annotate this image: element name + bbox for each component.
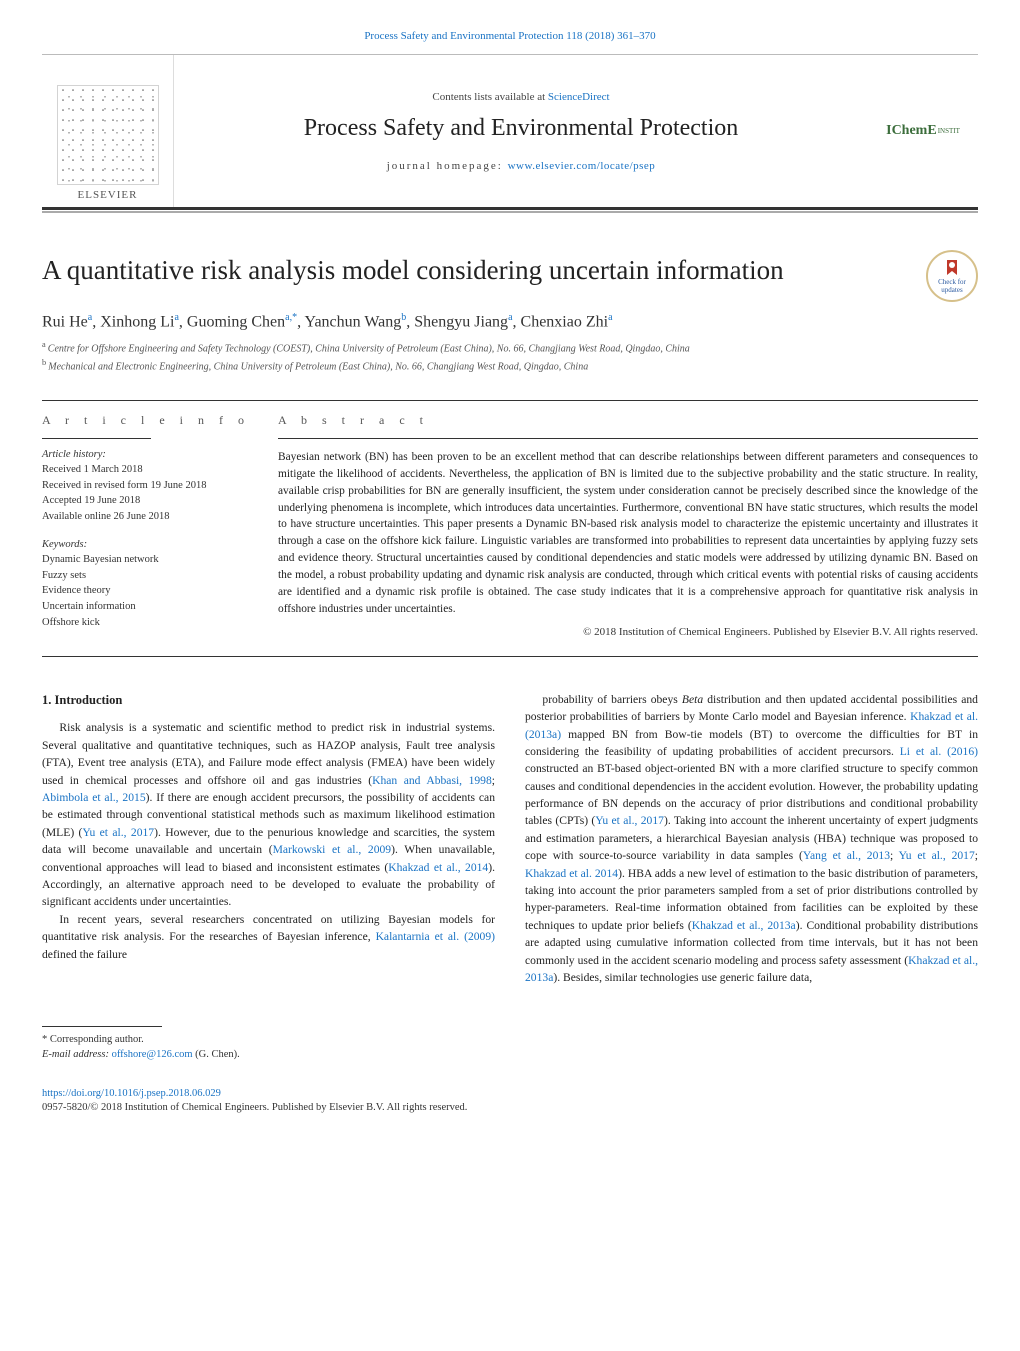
corr-email[interactable]: offshore@126.com [112, 1049, 193, 1060]
journal-title: Process Safety and Environmental Protect… [304, 115, 739, 142]
keyword: Dynamic Bayesian network [42, 552, 260, 568]
abstract-text: Bayesian network (BN) has been proven to… [278, 449, 978, 618]
copyright-line: © 2018 Institution of Chemical Engineers… [278, 626, 978, 638]
doi-link[interactable]: https://doi.org/10.1016/j.psep.2018.06.0… [42, 1087, 978, 1102]
abstract-column: a b s t r a c t Bayesian network (BN) ha… [278, 401, 978, 656]
email-tail: (G. Chen). [193, 1049, 240, 1060]
citation-link[interactable]: Khakzad et al., 2013a [525, 954, 978, 984]
history-lines: Received 1 March 2018Received in revised… [42, 462, 260, 525]
author: Chenxiao Zhi [521, 313, 609, 330]
history-line: Accepted 19 June 2018 [42, 493, 260, 509]
author-list: Rui Hea, Xinhong Lia, Guoming Chena,*, Y… [42, 312, 978, 331]
citation-link[interactable]: Kalantarnia et al. (2009) [376, 930, 495, 943]
homepage-url[interactable]: www.elsevier.com/locate/psep [508, 160, 656, 172]
citation-link[interactable]: Khakzad et al., 2014 [388, 861, 488, 874]
author: Yanchun Wang [304, 313, 401, 330]
contents-text: Contents lists available at [432, 91, 547, 103]
history-label: Article history: [42, 449, 260, 460]
affiliation-line: a Centre for Offshore Engineering and Sa… [42, 339, 978, 356]
article-info-heading: a r t i c l e i n f o [42, 413, 260, 428]
homepage-label: journal homepage: [387, 160, 508, 172]
abs-rule [278, 438, 978, 439]
author-affiliation-marker: b [401, 312, 406, 323]
doi-block: https://doi.org/10.1016/j.psep.2018.06.0… [42, 1087, 978, 1116]
citation-link[interactable]: Khakzad et al., 2013a [692, 919, 796, 932]
brand-subtext: INSTIT [938, 128, 960, 135]
elsevier-tree-icon [57, 85, 159, 185]
keyword: Fuzzy sets [42, 568, 260, 584]
article-info-column: a r t i c l e i n f o Article history: R… [42, 401, 278, 656]
author: Xinhong Li [100, 313, 174, 330]
footer: * Corresponding author. E-mail address: … [42, 1026, 978, 1116]
keywords-label: Keywords: [42, 539, 260, 550]
citation-link[interactable]: Khakzad et al. (2013a) [525, 710, 978, 740]
body-columns: 1. Introduction Risk analysis is a syste… [42, 691, 978, 987]
italic-term: Beta [682, 693, 703, 706]
author: Rui He [42, 313, 88, 330]
brand-text: IChemE [886, 123, 937, 139]
article-info-abstract: a r t i c l e i n f o Article history: R… [42, 400, 978, 657]
author-affiliation-marker: a [88, 312, 92, 323]
abstract-heading: a b s t r a c t [278, 413, 978, 428]
history-line: Received 1 March 2018 [42, 462, 260, 478]
journal-header: ELSEVIER Contents lists available at Sci… [42, 54, 978, 210]
affiliations: a Centre for Offshore Engineering and Sa… [42, 339, 978, 374]
publisher-name: ELSEVIER [78, 189, 138, 201]
left-column: 1. Introduction Risk analysis is a syste… [42, 691, 495, 987]
author: Guoming Chen [187, 313, 285, 330]
article-title: A quantitative risk analysis model consi… [42, 254, 914, 288]
icheme-brand: IChemEINSTIT [868, 55, 978, 207]
body-paragraph: In recent years, several researchers con… [42, 911, 495, 963]
affiliation-line: b Mechanical and Electronic Engineering,… [42, 357, 978, 374]
journal-homepage: journal homepage: www.elsevier.com/locat… [387, 160, 656, 172]
author-affiliation-marker: a [174, 312, 178, 323]
keyword: Uncertain information [42, 599, 260, 615]
badge-line2: updates [941, 286, 962, 294]
introduction-heading: 1. Introduction [42, 691, 495, 710]
issn-copyright: 0957-5820/© 2018 Institution of Chemical… [42, 1101, 978, 1116]
footer-rule [42, 1026, 162, 1027]
keyword: Evidence theory [42, 583, 260, 599]
citation-link[interactable]: Yu et al., 2017 [595, 814, 664, 827]
body-paragraph: Risk analysis is a systematic and scient… [42, 719, 495, 910]
author-affiliation-marker: a [608, 312, 612, 323]
author-affiliation-marker: a [508, 312, 512, 323]
citation-link[interactable]: Khakzad et al. 2014 [525, 867, 618, 880]
history-line: Received in revised form 19 June 2018 [42, 478, 260, 494]
citation-link[interactable]: Yu et al., 2017 [899, 849, 975, 862]
bookmark-icon [944, 259, 960, 277]
history-line: Available online 26 June 2018 [42, 509, 260, 525]
journal-reference-link[interactable]: Process Safety and Environmental Protect… [42, 30, 978, 42]
right-column: probability of barriers obeys Beta distr… [525, 691, 978, 987]
email-label: E-mail address: [42, 1049, 112, 1060]
author: Shengyu Jiang [414, 313, 508, 330]
body-paragraph: probability of barriers obeys Beta distr… [525, 691, 978, 987]
keywords-list: Dynamic Bayesian networkFuzzy setsEviden… [42, 552, 260, 631]
corresponding-star: * [292, 312, 297, 323]
citation-link[interactable]: Khan and Abbasi, 1998 [372, 774, 492, 787]
citation-link[interactable]: Yu et al., 2017 [82, 826, 154, 839]
sciencedirect-link[interactable]: ScienceDirect [548, 91, 610, 103]
citation-link[interactable]: Abimbola et al., 2015 [42, 791, 146, 804]
corresponding-author: * Corresponding author. E-mail address: … [42, 1033, 978, 1062]
keyword: Offshore kick [42, 615, 260, 631]
header-center: Contents lists available at ScienceDirec… [174, 55, 868, 207]
info-rule [42, 438, 151, 439]
contents-available: Contents lists available at ScienceDirec… [432, 91, 609, 103]
crossmark-badge[interactable]: Check for updates [926, 250, 978, 302]
corr-label: * Corresponding author. [42, 1033, 978, 1048]
citation-link[interactable]: Markowski et al., 2009 [273, 843, 392, 856]
citation-link[interactable]: Li et al. (2016) [900, 745, 978, 758]
publisher-logo[interactable]: ELSEVIER [42, 55, 174, 207]
citation-link[interactable]: Yang et al., 2013 [803, 849, 890, 862]
badge-line1: Check for [938, 278, 966, 286]
